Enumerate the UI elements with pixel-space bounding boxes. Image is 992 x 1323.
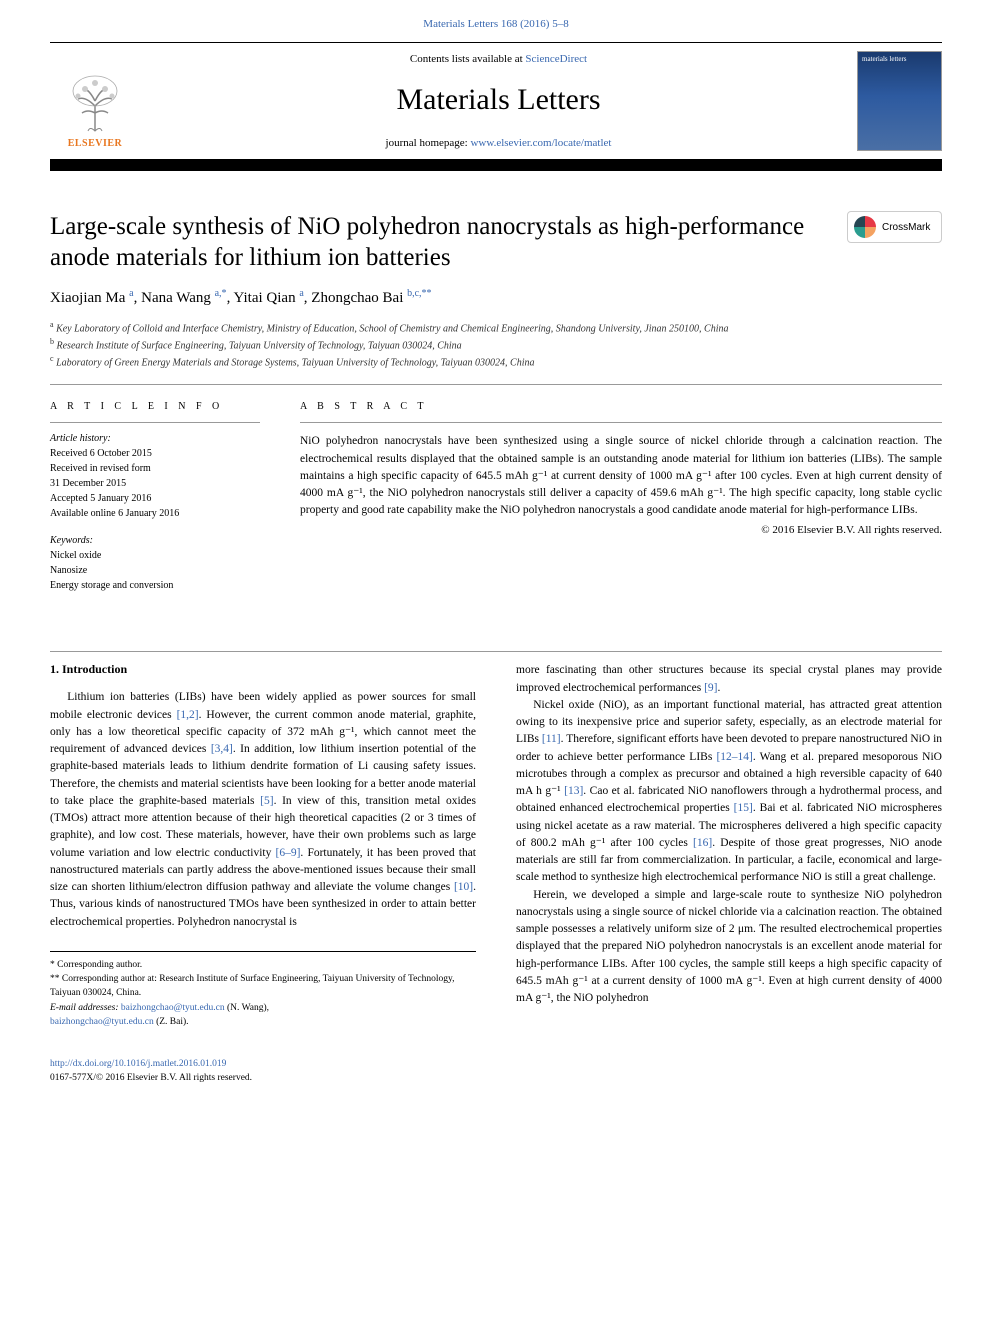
footnote-corr2: ** Corresponding author at: Research Ins… [50, 972, 476, 1001]
homepage-line: journal homepage: www.elsevier.com/locat… [156, 137, 841, 149]
article-title: Large-scale synthesis of NiO polyhedron … [50, 211, 817, 274]
elsevier-logo: ELSEVIER [50, 54, 140, 149]
abstract-block: A B S T R A C T NiO polyhedron nanocryst… [300, 401, 942, 607]
elsevier-tree-icon [60, 71, 130, 136]
authors: Xiaojian Ma a, Nana Wang a,*, Yitai Qian… [50, 288, 817, 307]
journal-header: ELSEVIER Contents lists available at Sci… [0, 43, 992, 151]
abstract-divider [300, 422, 942, 423]
intro-p1-cont: more fascinating than other structures b… [516, 662, 942, 697]
history-text: Received 6 October 2015Received in revis… [50, 446, 260, 521]
contents-line: Contents lists available at ScienceDirec… [156, 53, 841, 65]
column-right: more fascinating than other structures b… [516, 662, 942, 1029]
body-text-left: Lithium ion batteries (LIBs) have been w… [50, 689, 476, 931]
sciencedirect-link[interactable]: ScienceDirect [525, 53, 587, 65]
journal-name: Materials Letters [156, 83, 841, 117]
footnote-email2: baizhongchao@tyut.edu.cn (Z. Bai). [50, 1015, 476, 1029]
email2-link[interactable]: baizhongchao@tyut.edu.cn [50, 1017, 154, 1027]
column-left: 1. Introduction Lithium ion batteries (L… [50, 662, 476, 1029]
body-columns: 1. Introduction Lithium ion batteries (L… [0, 652, 992, 1049]
intro-p1: Lithium ion batteries (LIBs) have been w… [50, 689, 476, 931]
journal-center: Contents lists available at ScienceDirec… [156, 53, 841, 149]
footnotes: * Corresponding author. ** Corresponding… [50, 951, 476, 1029]
email1-link[interactable]: baizhongchao@tyut.edu.cn [121, 1003, 225, 1013]
keywords-text: Nickel oxideNanosizeEnergy storage and c… [50, 548, 260, 593]
email1-name: (N. Wang), [225, 1003, 269, 1013]
journal-cover: materials letters [857, 51, 942, 151]
article-header: Large-scale synthesis of NiO polyhedron … [0, 171, 992, 370]
crossmark-badge[interactable]: CrossMark [847, 211, 942, 243]
crossmark-label: CrossMark [882, 222, 930, 233]
info-abstract-row: A R T I C L E I N F O Article history: R… [0, 385, 992, 637]
keywords-section: Keywords: Nickel oxideNanosizeEnergy sto… [50, 535, 260, 593]
doi-link[interactable]: http://dx.doi.org/10.1016/j.matlet.2016.… [50, 1059, 226, 1069]
section-heading: 1. Introduction [50, 662, 476, 677]
footnote-emails: E-mail addresses: baizhongchao@tyut.edu.… [50, 1001, 476, 1015]
footnote-corr1: * Corresponding author. [50, 958, 476, 972]
info-divider [50, 422, 260, 423]
cover-title: materials letters [858, 52, 941, 66]
footer: http://dx.doi.org/10.1016/j.matlet.2016.… [0, 1049, 992, 1106]
abstract-text: NiO polyhedron nanocrystals have been sy… [300, 433, 942, 519]
article-info: A R T I C L E I N F O Article history: R… [50, 401, 260, 607]
homepage-prefix: journal homepage: [386, 137, 471, 149]
intro-p3: Herein, we developed a simple and large-… [516, 887, 942, 1008]
info-heading: A R T I C L E I N F O [50, 401, 260, 412]
abstract-heading: A B S T R A C T [300, 401, 942, 412]
article-title-block: Large-scale synthesis of NiO polyhedron … [50, 211, 817, 370]
email2-name: (Z. Bai). [154, 1017, 189, 1027]
elsevier-text: ELSEVIER [68, 138, 123, 149]
affiliations: a Key Laboratory of Colloid and Interfac… [50, 319, 817, 371]
history-section: Article history: Received 6 October 2015… [50, 433, 260, 521]
issn-line: 0167-577X/© 2016 Elsevier B.V. All right… [50, 1071, 942, 1085]
citation-link[interactable]: Materials Letters 168 (2016) 5–8 [423, 18, 568, 30]
intro-p2: Nickel oxide (NiO), as an important func… [516, 697, 942, 887]
homepage-link[interactable]: www.elsevier.com/locate/matlet [470, 137, 611, 149]
black-bar [50, 159, 942, 171]
top-citation: Materials Letters 168 (2016) 5–8 [0, 0, 992, 42]
history-label: Article history: [50, 433, 260, 444]
crossmark-icon [854, 216, 876, 238]
contents-prefix: Contents lists available at [410, 53, 525, 65]
body-text-right: more fascinating than other structures b… [516, 662, 942, 1007]
keywords-label: Keywords: [50, 535, 260, 546]
abstract-copyright: © 2016 Elsevier B.V. All rights reserved… [300, 524, 942, 536]
email-label: E-mail addresses: [50, 1003, 121, 1013]
